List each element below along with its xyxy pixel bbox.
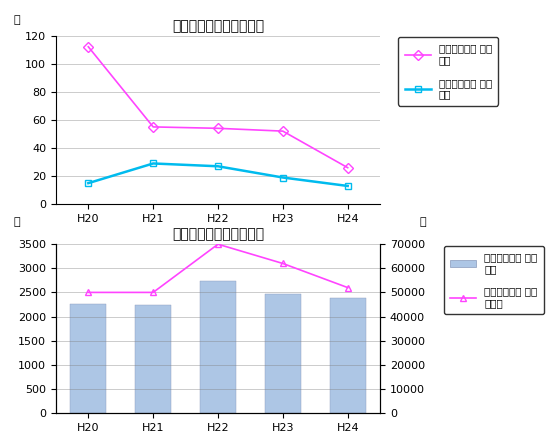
個別健康教育 指導
終了 [344, 183, 351, 189]
集団健康教育 参加
延人員 [280, 261, 286, 266]
Bar [265, 294, 301, 413]
個別健康教育 指導
開始 [150, 124, 157, 130]
Line: 個別健康教育 指導
開始: 個別健康教育 指導 開始 [85, 44, 351, 171]
集団健康教育 参加
延人員 [215, 242, 221, 247]
集団健康教育 参加
延人員 [85, 290, 92, 295]
Bar [135, 305, 171, 413]
Bar [200, 281, 236, 413]
Text: 人: 人 [14, 16, 20, 25]
Title: 集団健康教育（熊本県）: 集団健康教育（熊本県） [172, 228, 264, 242]
個別健康教育 指導
開始 [280, 128, 286, 134]
Bar [330, 298, 366, 413]
Text: 人: 人 [419, 217, 425, 227]
Bar [70, 304, 106, 413]
個別健康教育 指導
終了 [150, 161, 157, 166]
Legend: 個別健康教育 指導
開始, 個別健康教育 指導
終了: 個別健康教育 指導 開始, 個別健康教育 指導 終了 [399, 37, 499, 106]
集団健康教育 参加
延人員 [150, 290, 157, 295]
個別健康教育 指導
終了 [215, 164, 221, 169]
個別健康教育 指導
開始 [85, 44, 92, 49]
Title: 個別健康教育（熊本県）: 個別健康教育（熊本県） [172, 19, 264, 33]
Legend: 集団健康教育 開催
回数, 集団健康教育 参加
延人員: 集団健康教育 開催 回数, 集団健康教育 参加 延人員 [444, 246, 544, 314]
集団健康教育 参加
延人員 [344, 285, 351, 290]
個別健康教育 指導
開始 [344, 165, 351, 170]
Line: 集団健康教育 参加
延人員: 集団健康教育 参加 延人員 [85, 241, 351, 296]
個別健康教育 指導
終了 [280, 175, 286, 180]
Text: 回: 回 [14, 217, 20, 227]
個別健康教育 指導
終了 [85, 181, 92, 186]
個別健康教育 指導
開始 [215, 126, 221, 131]
Line: 個別健康教育 指導
終了: 個別健康教育 指導 終了 [85, 160, 351, 190]
